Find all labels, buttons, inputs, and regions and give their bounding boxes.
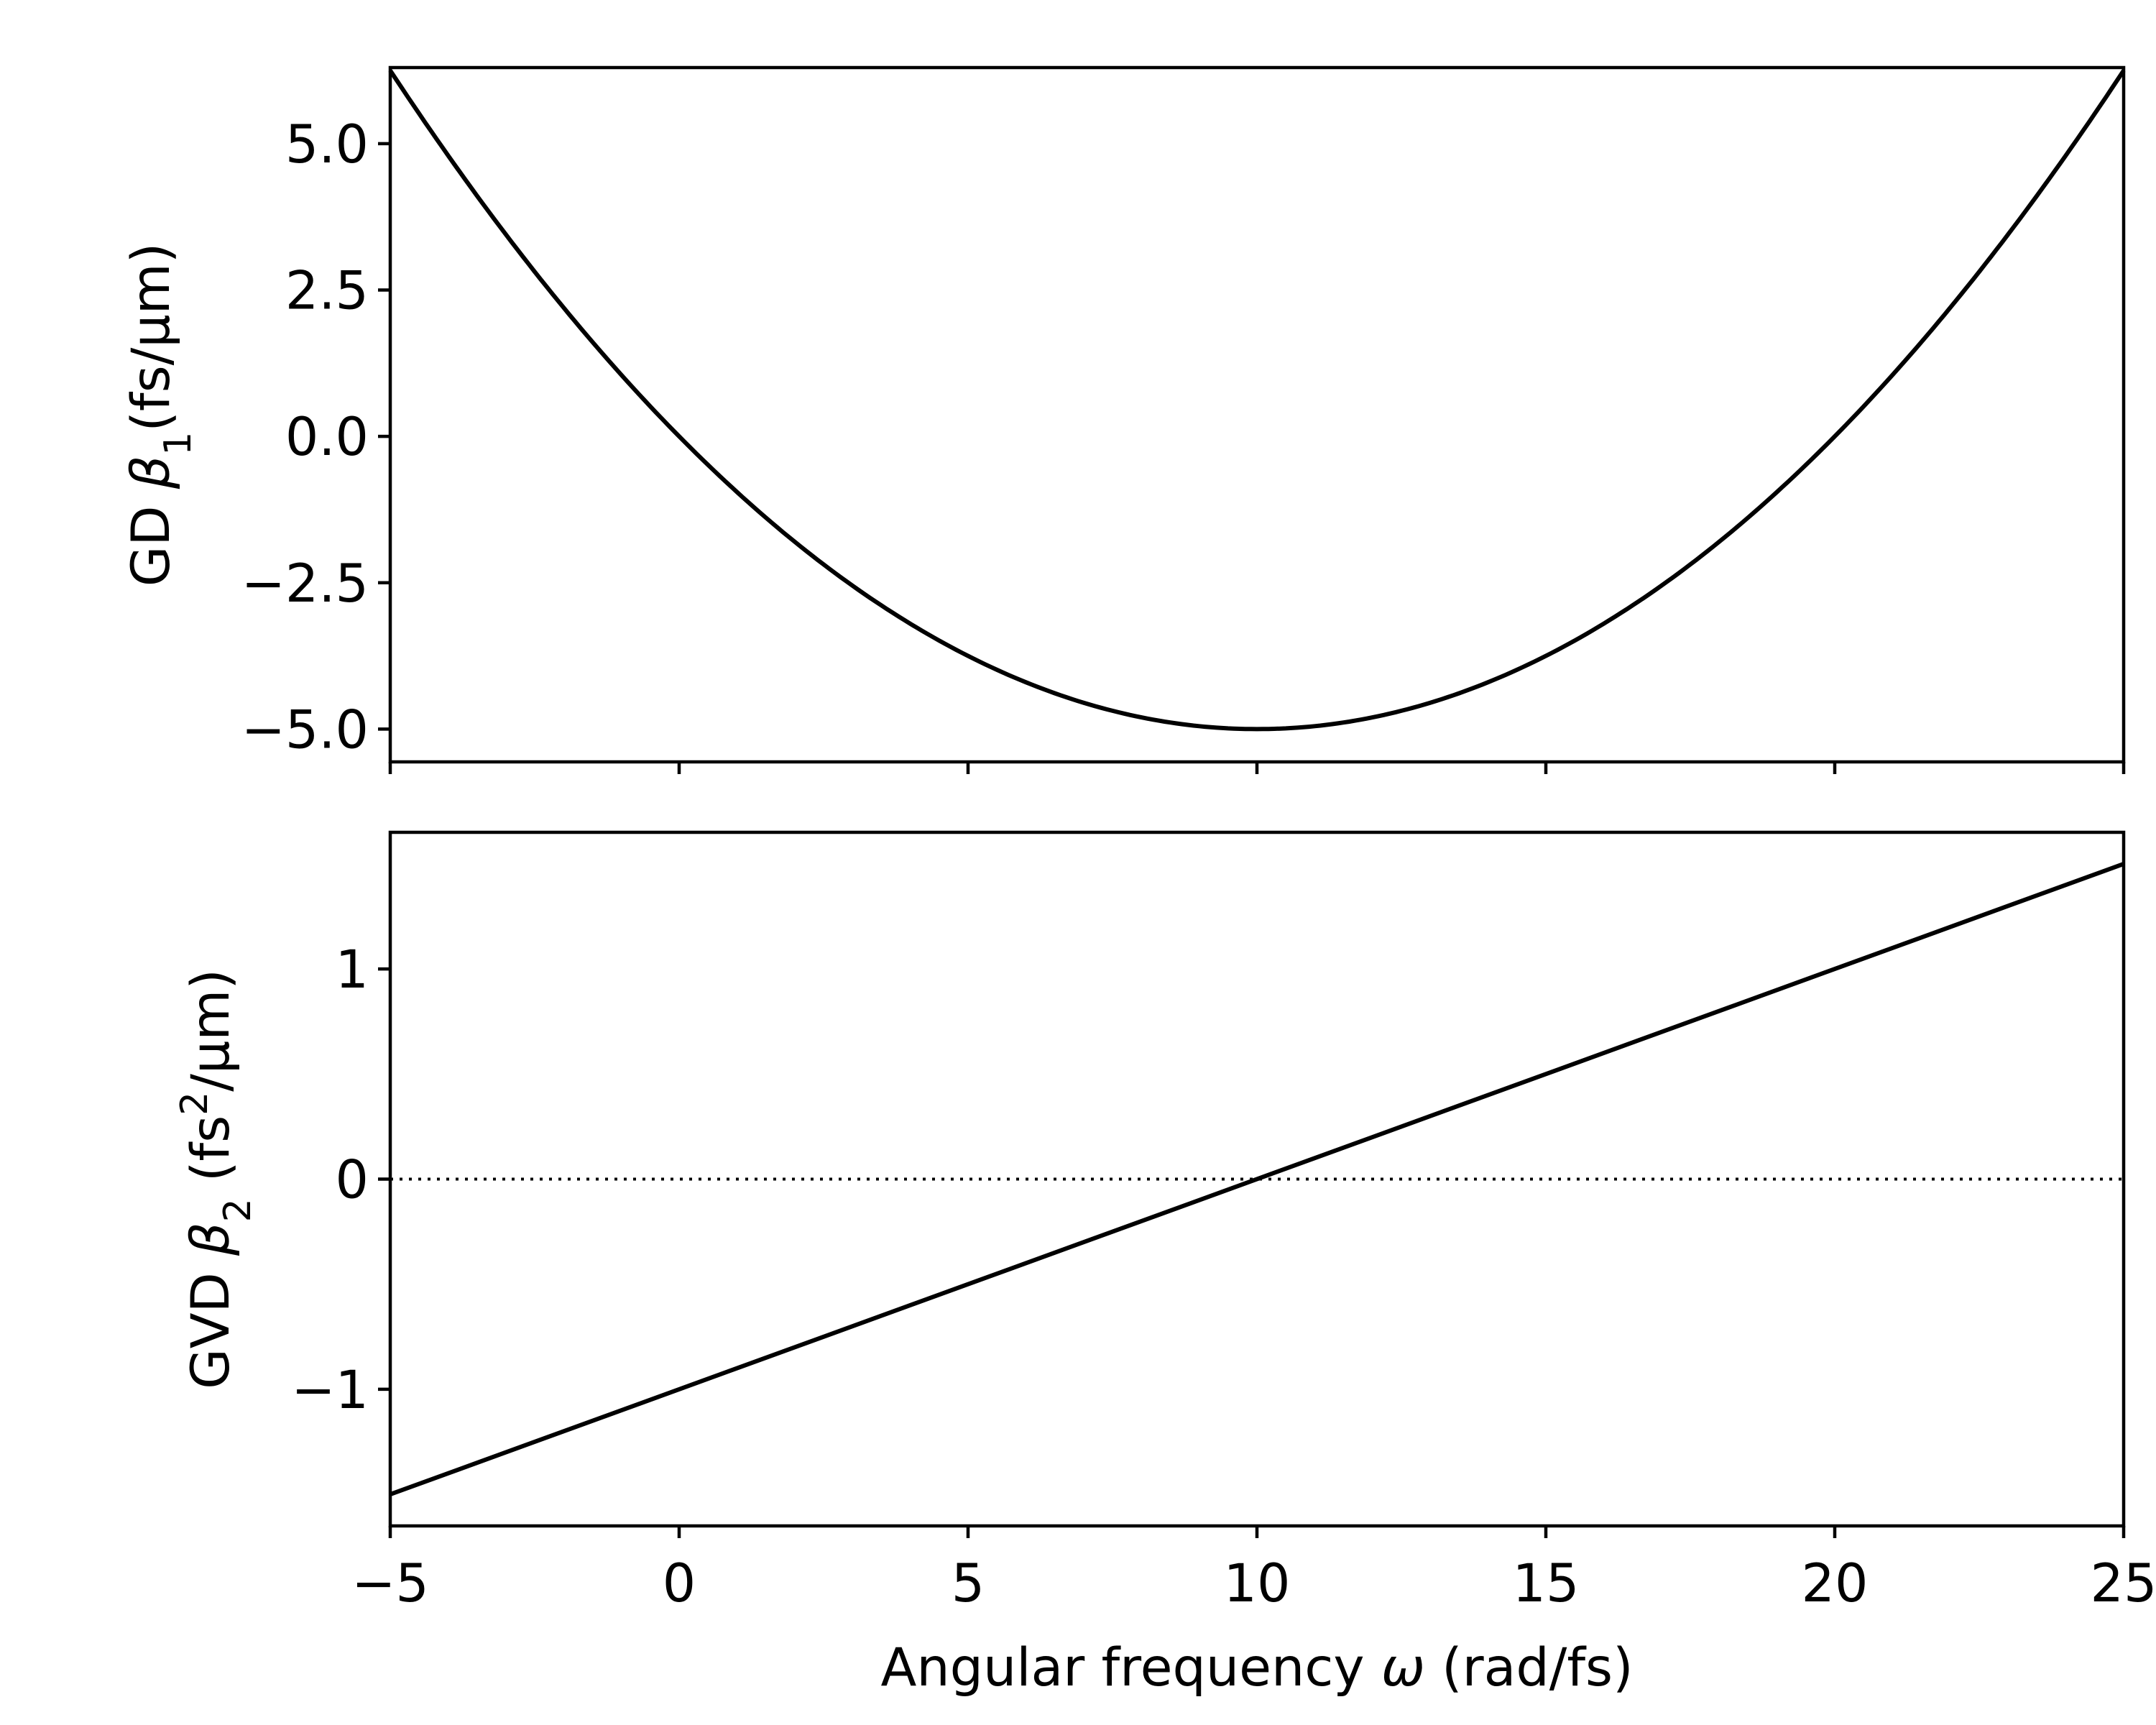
bottom-x-tick-label: 10 <box>1224 1553 1291 1614</box>
top-y-tick-label: 0.0 <box>285 407 369 468</box>
top-y-tick-label: 2.5 <box>285 261 369 322</box>
bottom-y-tick-label: 1 <box>336 939 369 1000</box>
gd-x-ticks <box>388 762 2126 774</box>
gd-panel: 5.0 2.5 0.0 −2.5 −5.0 GD β1(fs/μm) <box>121 65 2126 774</box>
gd-y-axis-label: GD β1(fs/μm) <box>121 243 200 587</box>
gvd-y-axis-label: GVD β2 (fs2/μm) <box>173 969 259 1389</box>
bottom-x-tick-label: 25 <box>2091 1553 2156 1614</box>
top-y-tick-label: −5.0 <box>241 699 369 760</box>
gd-curve <box>388 69 2126 732</box>
gvd-y-ticks: 1 0 −1 <box>291 939 390 1421</box>
top-y-tick-label: 5.0 <box>285 114 369 175</box>
gd-y-ticks: 5.0 2.5 0.0 −2.5 −5.0 <box>241 114 390 760</box>
gvd-x-ticks: −5 0 5 10 15 20 25 <box>351 1526 2156 1614</box>
bottom-x-tick-label: 0 <box>663 1553 696 1614</box>
bottom-x-tick-label: 5 <box>952 1553 985 1614</box>
bottom-y-tick-label: 0 <box>336 1150 369 1211</box>
gvd-axes-frame <box>388 830 2126 1528</box>
bottom-x-tick-label: −5 <box>351 1553 429 1614</box>
bottom-y-tick-label: −1 <box>291 1360 369 1421</box>
gd-axes-frame <box>388 65 2126 764</box>
gvd-panel: 10−1 −5 0 5 10 15 20 25 GVD β2 (fs2/μm) Angula… <box>173 830 2156 1698</box>
bottom-x-tick-label: 20 <box>1802 1553 1869 1614</box>
bottom-x-tick-label: 15 <box>1513 1553 1580 1614</box>
x-axis-label: Angular frequency ω (rad/fs) <box>880 1637 1633 1698</box>
top-y-tick-label: −2.5 <box>241 553 369 615</box>
gvd-line <box>389 862 2125 1496</box>
